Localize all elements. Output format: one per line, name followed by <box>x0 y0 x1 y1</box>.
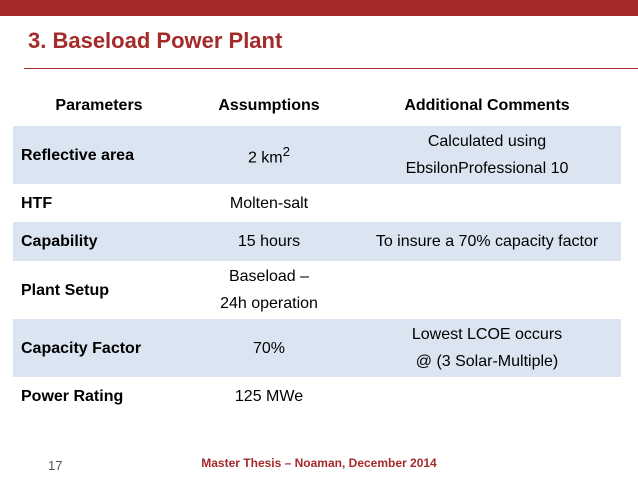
row-comment <box>353 377 621 415</box>
row-parameter: HTF <box>21 194 53 212</box>
table-row: Capacity Factor 70% Lowest LCOE occurs @ … <box>13 319 621 377</box>
comment-line-1: Lowest LCOE occurs <box>411 326 563 343</box>
row-parameter: Reflective area <box>13 126 185 184</box>
assumption-line-2: 24h operation <box>220 295 318 312</box>
row-parameter: Capability <box>13 222 185 261</box>
page-number: 17 <box>48 458 63 473</box>
table-row: Plant Setup Baseload – 24h operation <box>13 261 621 319</box>
footer-caption: Master Thesis – Noaman, December 2014 <box>201 456 437 470</box>
assumption-value: 2 km <box>247 149 283 167</box>
assumption-line-1: Baseload – <box>228 268 310 285</box>
row-assumption: 15 hours <box>185 222 353 261</box>
table-header-row: Parameters Assumptions Additional Commen… <box>13 86 621 126</box>
row-comment <box>353 261 621 319</box>
comment-line-2: EbsilonProfessional 10 <box>405 160 569 177</box>
row-comment: Lowest LCOE occurs @ (3 Solar-Multiple) <box>353 319 621 377</box>
row-comment <box>353 184 621 222</box>
row-parameter: Capacity Factor <box>13 319 185 377</box>
row-assumption: 70% <box>185 319 353 377</box>
header-parameters: Parameters <box>55 97 143 114</box>
row-assumption: Molten-salt <box>229 194 309 212</box>
table-row: Reflective area 2 km2 Calculated using Eb… <box>13 126 621 184</box>
header-assumptions: Assumptions <box>218 97 320 114</box>
table-row: Capability 15 hours To insure a 70% capa… <box>13 222 621 261</box>
row-comment: Calculated using EbsilonProfessional 10 <box>353 126 621 184</box>
row-assumption: 2 km2 <box>185 126 353 184</box>
header-additional-comments: Additional Comments <box>404 97 570 114</box>
title-divider <box>24 68 638 69</box>
table-row: Power Rating 125 MWe <box>13 377 621 415</box>
row-comment: To insure a 70% capacity factor <box>353 222 621 261</box>
parameters-table: Parameters Assumptions Additional Commen… <box>13 86 621 415</box>
table-row: HTF Molten-salt <box>13 184 621 222</box>
row-assumption: 125 MWe <box>234 387 304 405</box>
comment-line-2: @ (3 Solar-Multiple) <box>415 353 559 370</box>
superscript-exponent: 2 <box>282 144 291 160</box>
row-assumption: Baseload – 24h operation <box>185 261 353 319</box>
slide-title: 3. Baseload Power Plant <box>28 28 283 53</box>
row-parameter: Plant Setup <box>21 281 110 299</box>
top-accent-bar <box>0 0 638 16</box>
comment-line-1: Calculated using <box>427 133 547 150</box>
row-parameter: Power Rating <box>21 387 124 405</box>
